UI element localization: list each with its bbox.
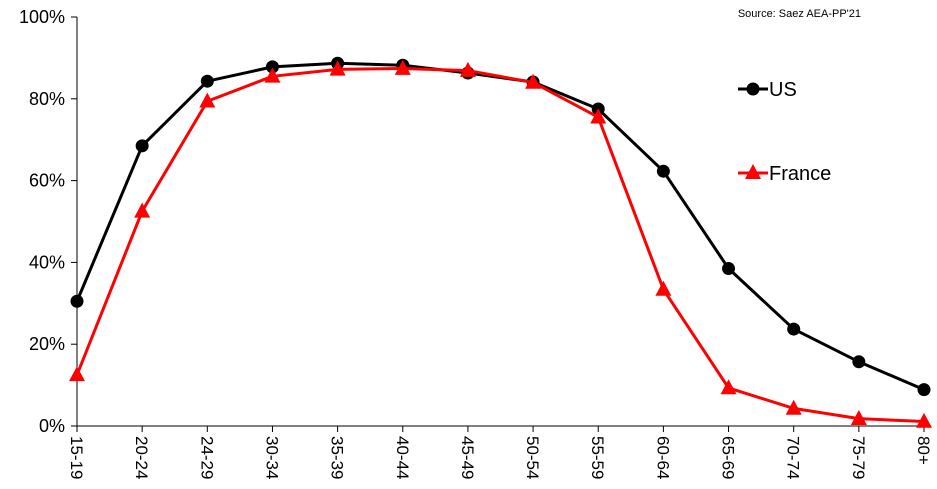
data-point — [722, 262, 736, 276]
y-tick-label: 40% — [29, 252, 65, 272]
data-point — [852, 355, 866, 369]
y-tick-label: 80% — [29, 89, 65, 109]
x-tick-label: 40-44 — [393, 436, 412, 479]
data-point — [264, 67, 281, 83]
axes: 0% 20% 40% 60% 80% 100% 15-19 20-24 24-29 30-34 35… — [19, 7, 933, 479]
y-tick-label: 20% — [29, 334, 65, 354]
series-layer — [69, 56, 932, 428]
data-point — [785, 399, 802, 415]
x-tick-label: 75-79 — [849, 436, 868, 479]
series-line — [75, 67, 925, 423]
data-point — [134, 202, 151, 218]
legend: US France — [738, 79, 831, 185]
data-point — [720, 379, 737, 395]
data-point — [656, 164, 670, 178]
data-point — [916, 412, 932, 428]
data-point — [265, 60, 279, 74]
x-tick-label: 80+ — [914, 436, 933, 465]
x-tick-label: 55-59 — [588, 436, 607, 479]
x-tick-label: 45-49 — [458, 436, 477, 479]
data-point — [70, 294, 84, 308]
data-point — [135, 139, 149, 153]
data-point — [199, 92, 216, 108]
x-tick-label: 70-74 — [784, 436, 803, 479]
legend-marker — [746, 82, 760, 96]
x-tick-label: 35-39 — [328, 436, 347, 479]
x-tick-label: 65-69 — [719, 436, 738, 479]
x-tick-label: 50-54 — [523, 436, 542, 479]
data-point — [850, 409, 867, 425]
data-point — [329, 60, 346, 76]
source-note: Source: Saez AEA-PP'21 — [738, 8, 861, 20]
x-tick-label: 20-24 — [132, 436, 151, 479]
data-point — [590, 108, 607, 124]
data-point — [69, 366, 85, 382]
data-point — [787, 322, 801, 336]
y-tick-label: 60% — [29, 171, 65, 191]
data-point — [394, 59, 411, 75]
y-tick-label: 0% — [39, 416, 65, 436]
legend-item-france: France — [738, 163, 831, 185]
data-point — [459, 61, 476, 77]
x-tick-label: 24-29 — [197, 436, 216, 479]
series-france — [69, 59, 932, 428]
series-us — [70, 56, 931, 397]
data-point — [525, 73, 542, 89]
data-point — [655, 280, 672, 296]
x-tick-label: 30-34 — [262, 436, 281, 479]
legend-label: US — [769, 79, 797, 101]
legend-marker — [745, 164, 761, 179]
data-point — [917, 383, 931, 397]
legend-item-us: US — [738, 79, 797, 101]
x-tick-label: 60-64 — [653, 436, 672, 479]
data-point — [200, 74, 214, 88]
legend-label: France — [769, 163, 831, 185]
y-tick-label: 100% — [19, 7, 65, 27]
x-tick-label: 15-19 — [67, 436, 86, 479]
series-line — [75, 61, 925, 391]
